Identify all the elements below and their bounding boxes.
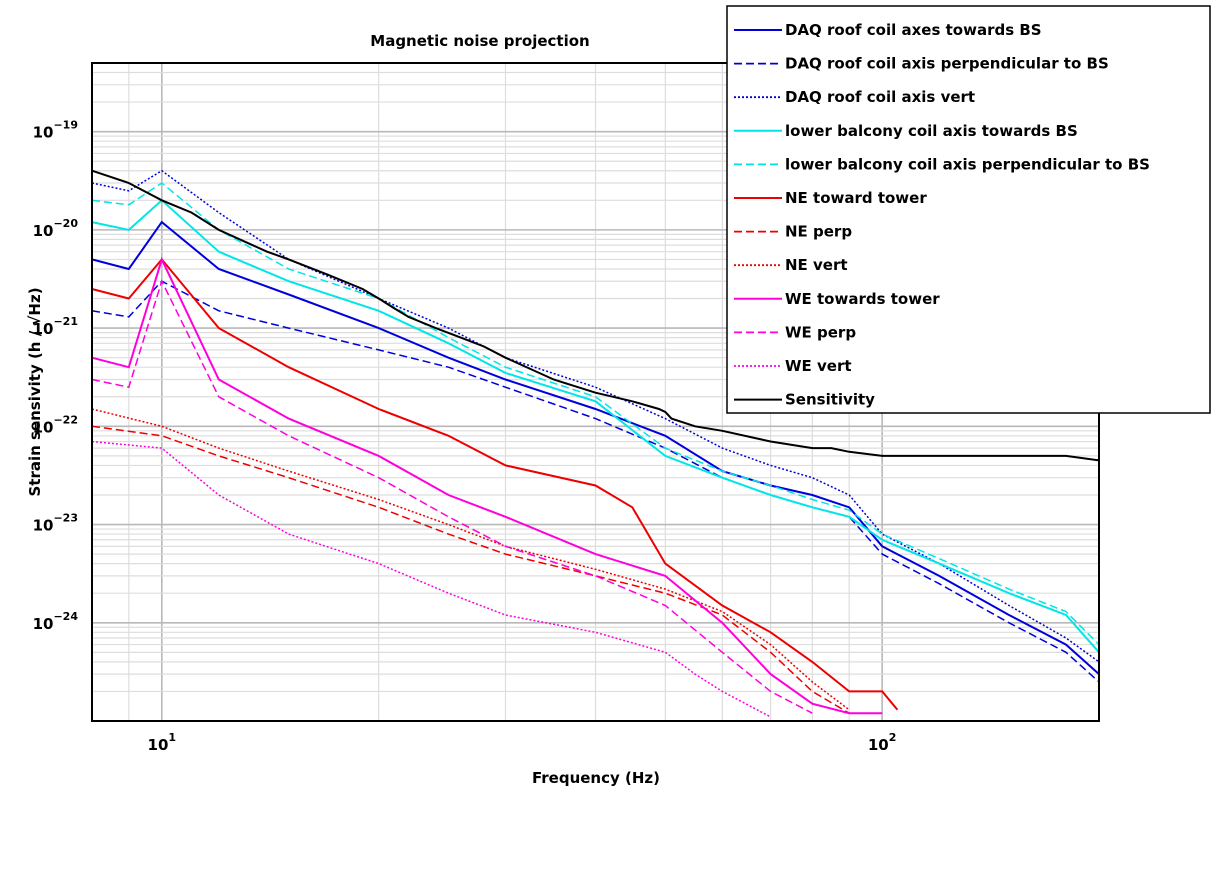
legend-label-10: WE perp (785, 323, 856, 341)
y-tick-labels: 10−19 10−20 10−21 10−22 10−23 10−24 (33, 119, 79, 633)
series-line-11 (91, 440, 771, 718)
series-line-12 (91, 169, 1100, 462)
legend-label-5: lower balcony coil axis perpendicular to… (785, 155, 1150, 173)
series-line-4 (91, 198, 1100, 653)
series-line-3 (91, 169, 1100, 663)
legend-label-3: DAQ roof coil axis vert (785, 88, 975, 106)
legend-box (726, 5, 1211, 414)
series-line-6 (91, 257, 899, 711)
chart-title: Magnetic noise projection (370, 32, 589, 50)
x-tick-label: 101 (148, 731, 177, 754)
x-axis-label: Frequency (Hz) (532, 769, 660, 787)
series-line-10 (91, 279, 813, 714)
legend-label-4: lower balcony coil axis towards BS (785, 122, 1078, 140)
legend: DAQ roof coil axes towards BS DAQ roof co… (726, 5, 1211, 414)
legend-label-8: NE vert (785, 256, 848, 274)
legend-label-7: NE perp (785, 223, 852, 241)
legend-label-1: DAQ roof coil axes towards BS (785, 21, 1042, 39)
legend-label-6: NE toward tower (785, 189, 927, 207)
x-tick-labels: 101 102 (148, 731, 897, 754)
series-lines (91, 169, 1100, 718)
y-tick-label: 10−23 (33, 512, 78, 535)
x-tick-label: 102 (868, 731, 897, 754)
y-tick-label: 10−19 (33, 119, 78, 142)
y-axis-label: Strain sensivity (h / √Hz) (26, 287, 44, 496)
y-tick-label: 10−21 (33, 315, 78, 338)
legend-label-12: Sensitivity (785, 391, 875, 409)
y-tick-label: 10−20 (33, 217, 79, 240)
legend-label-11: WE vert (785, 357, 852, 375)
y-tick-label: 10−24 (33, 610, 79, 633)
series-line-9 (91, 256, 883, 715)
series-line-1 (91, 220, 1100, 675)
legend-label-2: DAQ roof coil axis perpendicular to BS (785, 55, 1109, 73)
series-line-7 (91, 425, 850, 714)
legend-label-9: WE towards tower (785, 290, 940, 308)
y-tick-label: 10−22 (33, 413, 78, 436)
